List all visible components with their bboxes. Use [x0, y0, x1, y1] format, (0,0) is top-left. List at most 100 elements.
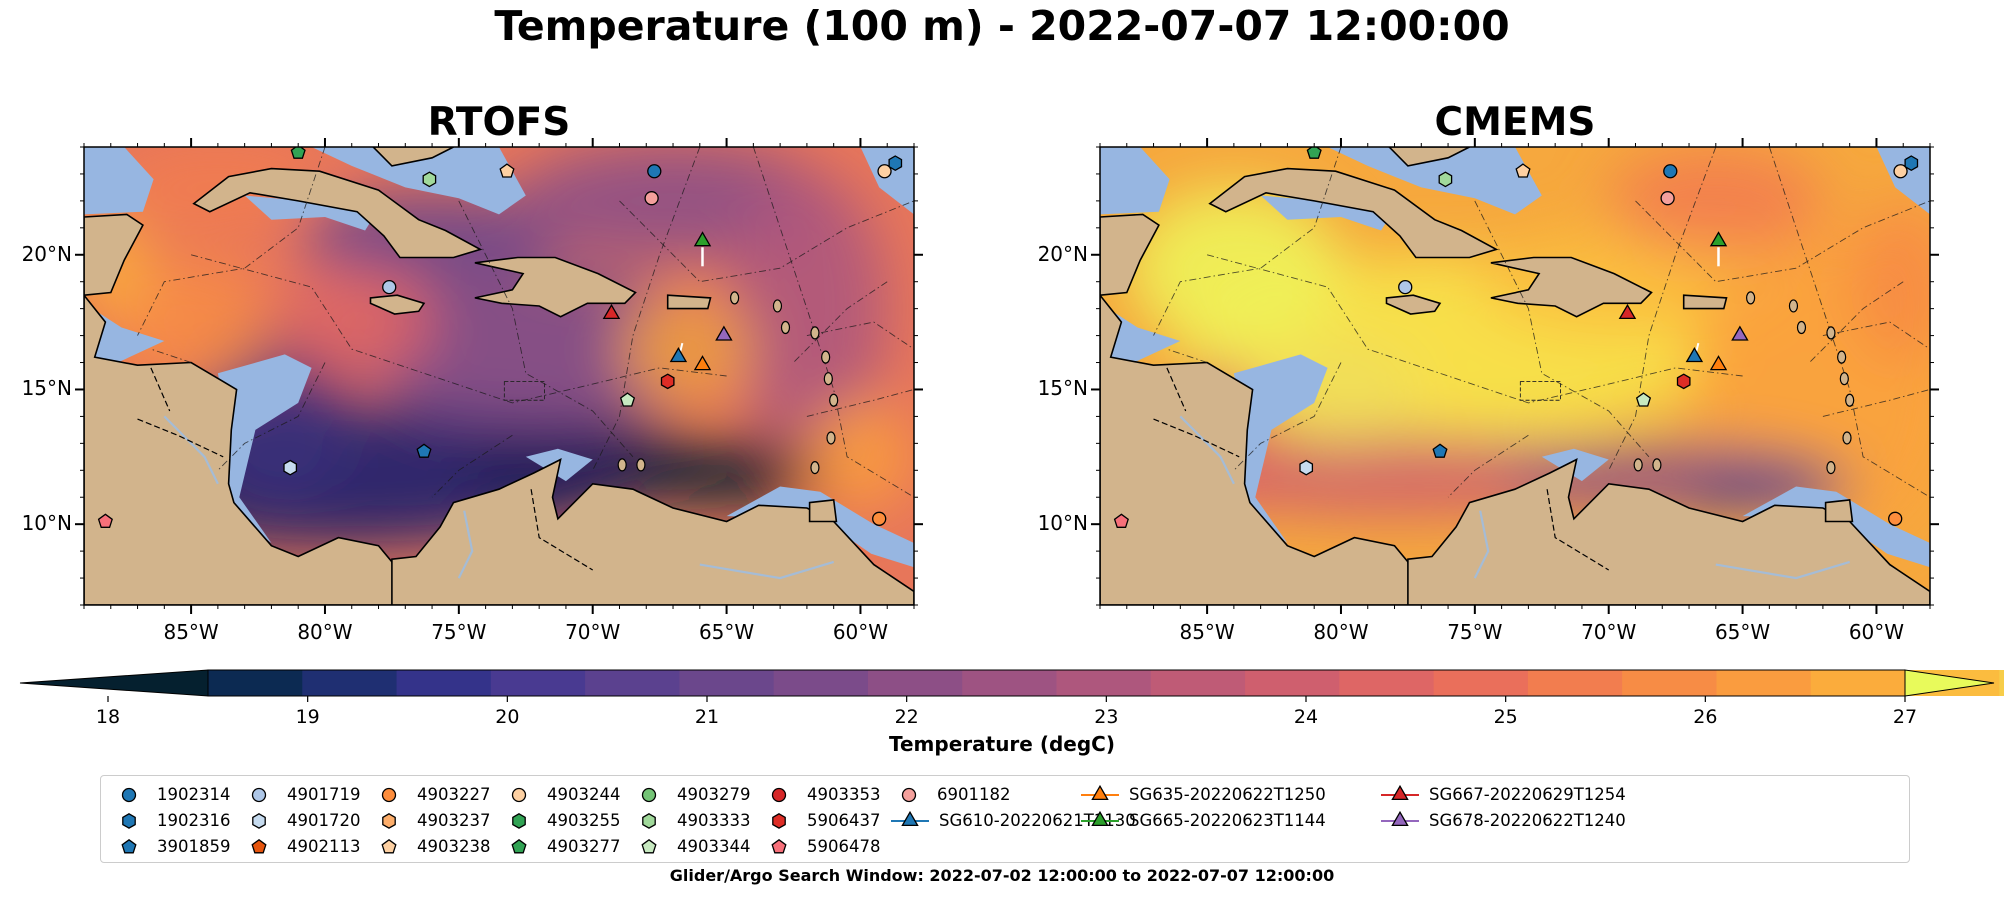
colorbar-segment — [1056, 670, 1152, 696]
x-tick-label: 65°W — [1714, 620, 1771, 644]
glider-marker-SG610-20220621T1130 — [669, 346, 688, 363]
small-island — [730, 291, 740, 305]
profiler-marker-4903238 — [499, 163, 515, 178]
legend-label: SG635-20220622T1250 — [1129, 785, 1326, 804]
colorbar-segment — [1622, 670, 1717, 696]
nicaragua-shelf — [1233, 354, 1328, 543]
small-island — [1746, 291, 1756, 305]
x-tick-label: 60°W — [832, 620, 889, 644]
legend-label: 4903353 — [807, 785, 881, 804]
south-america-land — [1407, 458, 1930, 605]
legend-label: 4903279 — [677, 785, 751, 804]
small-island — [810, 461, 820, 475]
river-line — [163, 415, 219, 485]
y-tick-label: 20°N — [1037, 241, 1088, 266]
legend-label: 4903237 — [417, 811, 491, 830]
legend-marker-circle-icon — [771, 787, 787, 803]
glider-marker-SG610-20220621T1130 — [1685, 346, 1704, 363]
glider-marker-SG678-20220622T1240 — [715, 325, 733, 341]
profiler-marker — [872, 511, 887, 526]
small-island — [823, 372, 833, 386]
legend-label: 4903344 — [677, 837, 751, 856]
eez-boundary — [592, 147, 701, 471]
jamaica-land — [1385, 294, 1442, 315]
legend-marker-hexagon-icon — [252, 813, 266, 829]
small-island — [1826, 461, 1836, 475]
profiler-marker — [1888, 511, 1903, 526]
x-tick-label: 75°W — [431, 620, 487, 644]
legend-marker-pentagon-icon — [511, 838, 527, 854]
legend-triangle-icon — [1091, 784, 1109, 801]
small-island — [1652, 458, 1662, 472]
colorbar-segment — [1150, 670, 1246, 696]
x-tick-label: 70°W — [1581, 620, 1637, 644]
figure-title: Temperature (100 m) - 2022-07-07 12:00:0… — [494, 2, 1510, 50]
yucatan-land — [1100, 213, 1160, 297]
legend-marker-hexagon-icon — [382, 813, 396, 829]
eez-box — [503, 380, 545, 401]
country-border — [1153, 418, 1240, 458]
legend-label: 4903333 — [677, 811, 751, 830]
legend-label: SG610-20220621T1130 — [939, 811, 1136, 830]
colorbar-tick-label: 27 — [1892, 706, 1918, 728]
yucatan-west-shelf — [1100, 147, 1170, 215]
colorbar-tick-label: 26 — [1693, 706, 1718, 728]
legend-marker-pentagon-icon — [381, 838, 397, 854]
eez-boundary — [1206, 254, 1743, 404]
legend-label: 4903277 — [547, 837, 621, 856]
x-tick-label: 70°W — [565, 620, 621, 644]
profiler-marker-4903277 — [1306, 147, 1322, 159]
x-tick-label: 75°W — [1447, 620, 1503, 644]
country-border — [150, 367, 171, 412]
nicaragua-shelf — [217, 354, 312, 543]
small-island — [1633, 458, 1643, 472]
colorbar-segment — [302, 670, 398, 696]
country-border — [1546, 489, 1610, 571]
small-island — [772, 299, 783, 313]
profiler-marker-3901859 — [1432, 443, 1448, 458]
colorbar-segment — [1999, 670, 2004, 696]
y-tick-label: 20°N — [21, 241, 72, 266]
eez-boundary — [1822, 321, 1930, 350]
profiler-marker-4903333 — [1438, 171, 1453, 188]
eez-boundary — [431, 434, 513, 498]
small-island — [1796, 320, 1807, 335]
colorbar-tick-label: 20 — [495, 706, 520, 728]
profiler-marker-4901720 — [283, 459, 298, 476]
map-panel-rtofs[interactable] — [75, 138, 923, 614]
colorbar — [19, 669, 2004, 702]
x-tick-label: 85°W — [163, 620, 219, 644]
colorbar-segment — [1339, 670, 1435, 696]
profiler-marker-4901719 — [1398, 279, 1413, 295]
puerto-rico-land — [1682, 294, 1728, 310]
profiler-marker-5906478 — [1113, 513, 1129, 528]
yucatan-west-shelf — [84, 147, 154, 215]
legend-label: 1902314 — [157, 785, 231, 804]
river-line — [699, 560, 835, 580]
colorbar-tick-label: 24 — [1293, 706, 1319, 728]
glider-marker-SG635-20220622T1250 — [693, 355, 712, 371]
legend-label: SG678-20220622T1240 — [1429, 811, 1626, 830]
small-island — [826, 431, 836, 445]
legend-marker-hexagon-icon — [122, 813, 136, 829]
legend-marker-hexagon-icon — [512, 813, 526, 829]
legend-label: 5906437 — [807, 811, 881, 830]
y-tick-label: 10°N — [1037, 511, 1088, 536]
river-line — [1179, 415, 1235, 485]
small-island — [821, 350, 831, 364]
colorbar-frame — [207, 669, 1906, 697]
jamaica-land — [369, 294, 426, 315]
cuba-south-shelf — [1260, 195, 1395, 231]
profiler-marker-5906478 — [97, 513, 113, 528]
x-tick-label: 80°W — [297, 620, 353, 644]
profiler-marker-4903344 — [619, 392, 636, 407]
legend-marker-pentagon-icon — [771, 838, 787, 854]
legend-label: 1902316 — [157, 811, 231, 830]
eez-boundary — [619, 200, 914, 283]
legend-marker-circle-icon — [901, 787, 917, 803]
colorbar-tick-label: 22 — [894, 706, 919, 728]
map-panel-cmems[interactable] — [1091, 138, 1939, 614]
glider-marker-SG667-20220629T1254 — [602, 303, 621, 320]
profiler-marker-4901719 — [382, 279, 397, 295]
profiler-marker-6901182 — [644, 191, 659, 206]
